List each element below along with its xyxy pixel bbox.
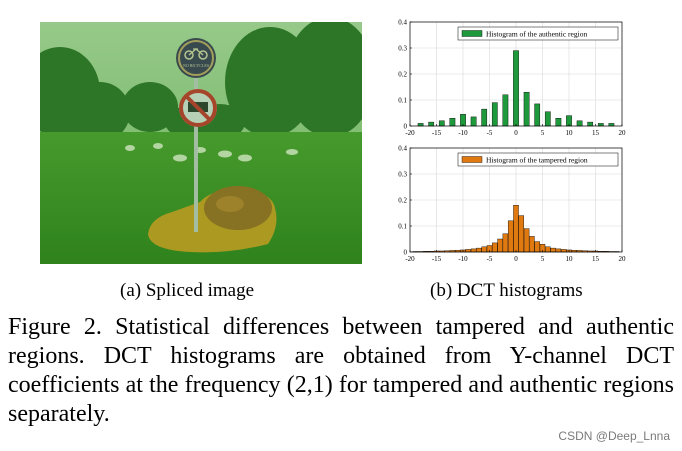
y-tick-label: 0.4 — [398, 19, 407, 27]
tampered-region — [148, 186, 277, 253]
legend-box — [457, 26, 619, 41]
bar — [523, 91, 530, 127]
y-tick-label: 0.1 — [398, 97, 407, 105]
bar — [507, 220, 514, 253]
bar — [544, 111, 551, 127]
y-tick-label: 0 — [404, 249, 408, 257]
legend-swatch — [461, 30, 483, 37]
bar — [529, 236, 535, 253]
bar — [545, 246, 551, 253]
bar — [555, 248, 562, 253]
bar — [470, 116, 477, 127]
bar — [513, 204, 519, 253]
x-tick-label: -15 — [432, 255, 442, 263]
x-tick-label: 20 — [619, 255, 627, 263]
legend-swatch — [461, 156, 483, 163]
legend-label: Histogram of the tampered region — [486, 156, 588, 165]
bar — [417, 123, 424, 127]
authentic-histogram-chart: -20 -15 -10 -5 0 5 10 15 20 0 0.1 0.2 0.3 0.4 Histogra… — [398, 19, 627, 138]
x-tick-label: 10 — [566, 255, 574, 263]
bar — [550, 247, 556, 253]
bar — [438, 120, 445, 127]
watermark: CSDN @Deep_Lnna — [558, 429, 670, 443]
sign-pole — [194, 62, 198, 232]
y-tick-label: 0 — [404, 123, 408, 131]
legend-box — [457, 152, 619, 167]
x-tick-label: 0 — [514, 255, 518, 263]
y-tick-label: 0.2 — [398, 71, 407, 79]
x-tick-label: 20 — [619, 129, 627, 137]
bar — [555, 117, 562, 127]
x-tick-label: -20 — [405, 255, 415, 263]
tampered-histogram-chart: -20 -15 -10 -5 0 5 10 15 20 0 0.1 0.2 0.3 0.4 Histogra… — [398, 145, 627, 264]
y-tick-label: 0.1 — [398, 223, 407, 231]
bar — [534, 103, 541, 127]
x-tick-label: 15 — [592, 255, 600, 263]
x-tick-label: 5 — [541, 255, 545, 263]
bar — [523, 228, 530, 253]
subcaption-a: (a) Spliced image — [120, 280, 255, 301]
bar — [449, 117, 456, 127]
y-tick-label: 0.2 — [398, 197, 407, 205]
bar — [465, 249, 472, 253]
bar — [587, 121, 594, 127]
x-tick-label: 5 — [541, 129, 545, 137]
x-tick-label: -20 — [405, 129, 415, 137]
authentic-overlay — [40, 22, 362, 264]
bar — [597, 123, 604, 127]
bar — [534, 241, 540, 253]
bar — [560, 249, 567, 253]
bar — [428, 121, 435, 127]
x-tick-label: -10 — [458, 255, 468, 263]
x-tick-label: -10 — [458, 129, 468, 137]
bar — [518, 215, 525, 253]
bar — [608, 123, 615, 127]
x-tick-label: 15 — [592, 129, 600, 137]
x-tick-label: 10 — [566, 129, 574, 137]
bar — [476, 247, 482, 253]
x-tick-label: 0 — [514, 129, 518, 137]
bar — [502, 233, 509, 253]
bar — [497, 238, 503, 253]
bar — [502, 94, 509, 127]
x-tick-label: -5 — [487, 129, 493, 137]
bar — [470, 248, 477, 253]
bar — [491, 102, 498, 127]
no-entry-sign — [179, 89, 217, 127]
spliced-image: NO BICYCLES — [40, 22, 362, 264]
bar — [481, 108, 488, 127]
y-tick-label: 0.3 — [398, 45, 407, 53]
x-tick-label: -15 — [432, 129, 442, 137]
x-tick-label: -5 — [487, 255, 493, 263]
sign-top-text: NO BICYCLES — [183, 63, 209, 68]
bar — [576, 120, 583, 127]
y-tick-label: 0.3 — [398, 171, 407, 179]
legend-label: Histogram of the authentic region — [486, 30, 587, 39]
y-tick-label: 0.4 — [398, 145, 407, 153]
no-bicycles-sign: NO BICYCLES — [176, 38, 216, 78]
bar — [513, 50, 519, 127]
subcaption-b: (b) DCT histograms — [430, 280, 583, 301]
bar — [492, 242, 498, 253]
figure-caption: Figure 2. Statistical differences betwee… — [8, 314, 674, 427]
bar — [481, 246, 487, 253]
